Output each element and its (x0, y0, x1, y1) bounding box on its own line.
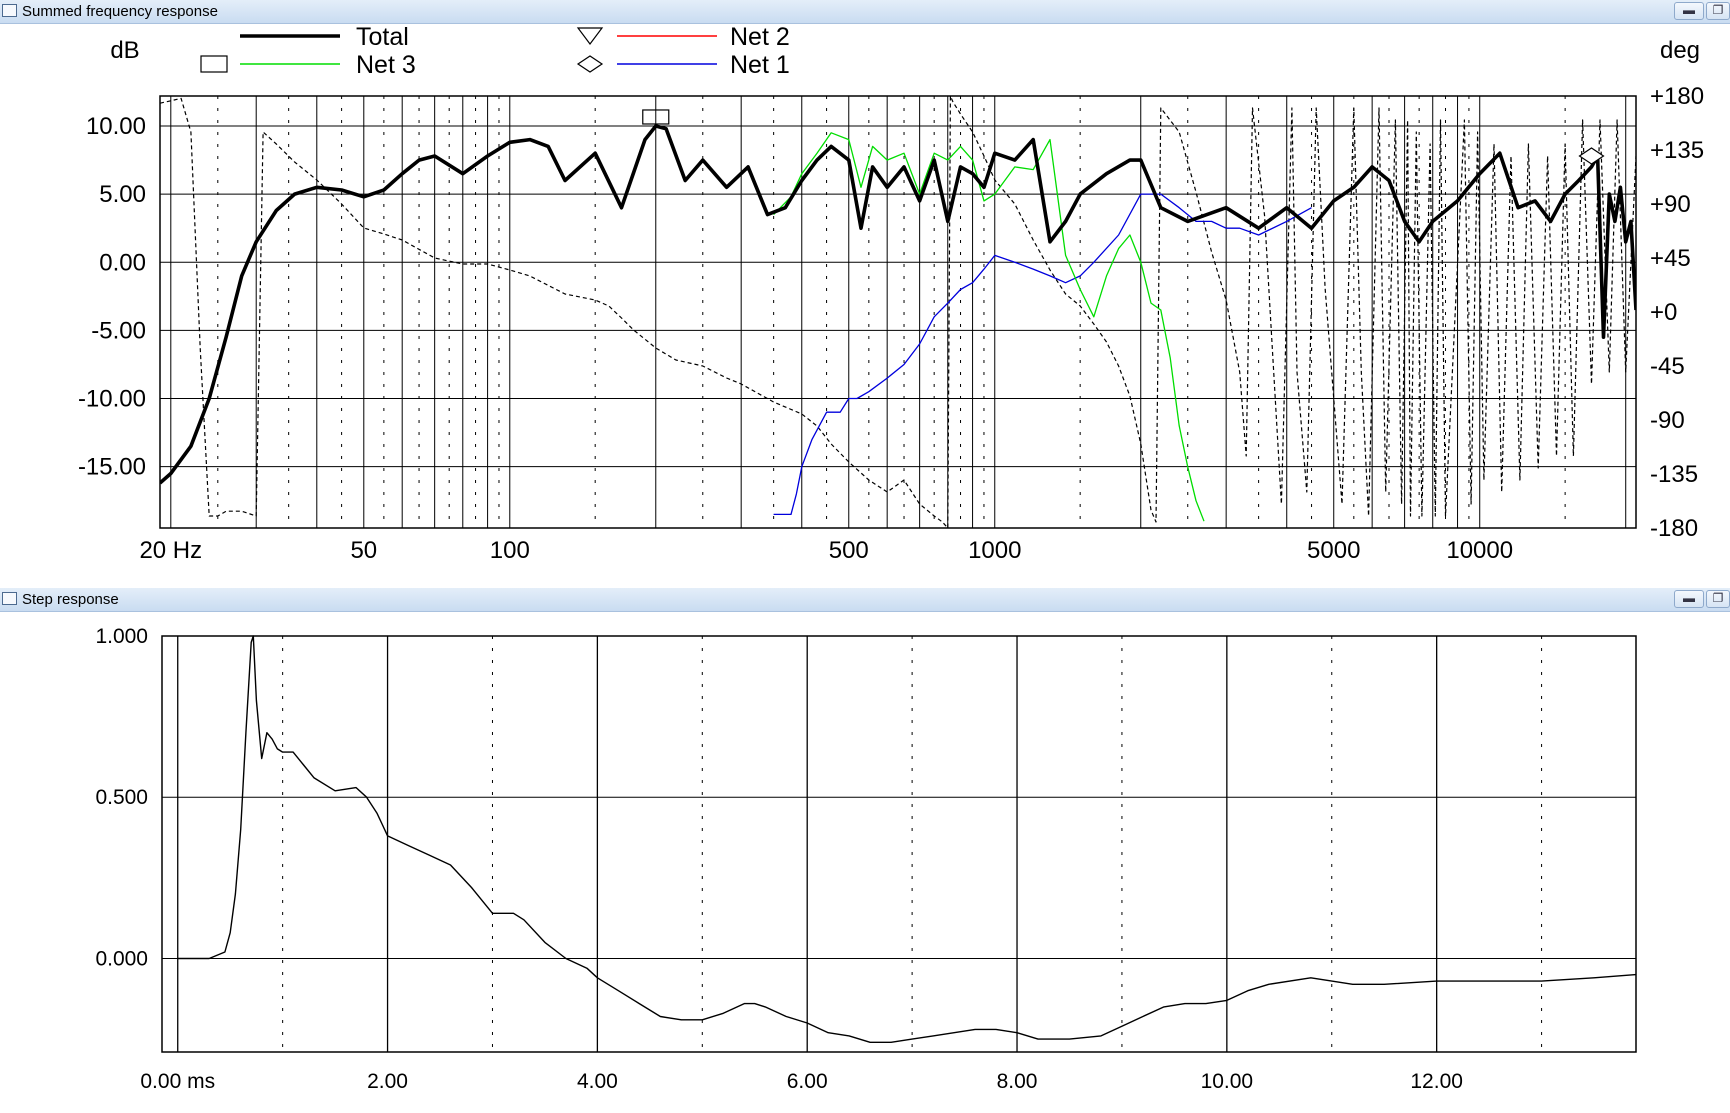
x-tick-label: 12.00 (1410, 1070, 1463, 1093)
step-window-title: Step response (22, 591, 119, 608)
minimize-icon[interactable]: ▬ (1674, 2, 1704, 20)
y-tick-label: -10.00 (78, 386, 146, 413)
plot-frame (159, 95, 1637, 529)
x-tick-label: 4.00 (577, 1070, 618, 1093)
y2-tick-label: -45 (1650, 353, 1685, 380)
series-line-step (177, 635, 1637, 1043)
x-tick-label: 5000 (1307, 537, 1360, 564)
y-axis-label: dB (110, 37, 139, 64)
restore-icon[interactable]: ❐ (1706, 2, 1730, 20)
y-tick-label: 1.000 (95, 625, 148, 648)
chart-window-icon (2, 4, 17, 17)
y-tick-label: 0.000 (95, 947, 148, 970)
minimize-icon[interactable]: ▬ (1674, 590, 1704, 608)
y2-tick-label: +135 (1650, 137, 1704, 164)
legend-marker-square (200, 55, 228, 73)
y2-tick-label: -180 (1650, 515, 1698, 542)
x-tick-label: 100 (490, 537, 530, 564)
y-tick-label: 5.00 (99, 181, 146, 208)
step-chart: 1.000 0.500 0.000 0.00 ms 2.00 4.00 6.00 8.00 10… (95, 625, 1637, 1093)
x-tick-label: 50 (350, 537, 377, 564)
curve-marker-square (642, 109, 670, 125)
step-window: Step response ▬ ❐ 1.000 0.500 0.000 0.00 ms… (0, 588, 1730, 1113)
y-tick-label: 10.00 (86, 113, 146, 140)
y2-tick-label: +90 (1650, 191, 1691, 218)
series-line-phase (160, 96, 1636, 528)
legend-label-net-2: Net 2 (730, 24, 790, 51)
x-tick-label: 10.00 (1201, 1070, 1254, 1093)
y2-tick-label: -135 (1650, 461, 1698, 488)
y2-tick-label: +45 (1650, 245, 1691, 272)
legend-label-total: Total (356, 24, 409, 51)
x-tick-label: 1000 (968, 537, 1021, 564)
plot-frame (161, 635, 1637, 1053)
legend-marker-triangle (576, 27, 604, 45)
freq-window: Summed frequency response ▬ ❐ 10.00 5.00 0… (0, 0, 1730, 564)
x-tick-label: 20 Hz (139, 537, 202, 564)
legend-marker-diamond (576, 55, 604, 73)
curve-marker-diamond (1578, 147, 1605, 165)
y-tick-label: 0.00 (99, 249, 146, 276)
x-tick-label: 8.00 (997, 1070, 1038, 1093)
x-tick-label: 2.00 (367, 1070, 408, 1093)
series-line-total (160, 124, 1636, 485)
y-tick-label: 0.500 (95, 786, 148, 809)
x-tick-label: 10000 (1446, 537, 1513, 564)
y-tick-label: -5.00 (91, 317, 146, 344)
y2-tick-label: +0 (1650, 299, 1677, 326)
x-tick-label: 500 (829, 537, 869, 564)
x-tick-label: 0.00 ms (140, 1070, 215, 1093)
series-line-net-3 (773, 132, 1205, 522)
freq-titlebar[interactable]: Summed frequency response ▬ ❐ (0, 0, 1730, 24)
freq-chart: 10.00 5.00 0.00 -5.00 -10.00 -15.00 +180 +135 +9… (78, 24, 1704, 564)
legend-label-net-1: Net 1 (730, 51, 790, 79)
y2-axis-label: deg (1660, 37, 1700, 64)
legend-label-net-3: Net 3 (356, 51, 416, 79)
y2-tick-label: -90 (1650, 407, 1685, 434)
restore-icon[interactable]: ❐ (1706, 590, 1730, 608)
y-tick-label: -15.00 (78, 454, 146, 481)
x-tick-label: 6.00 (787, 1070, 828, 1093)
freq-window-title: Summed frequency response (22, 3, 218, 20)
y2-tick-label: +180 (1650, 83, 1704, 110)
chart-window-icon (2, 592, 17, 605)
step-titlebar[interactable]: Step response ▬ ❐ (0, 588, 1730, 612)
